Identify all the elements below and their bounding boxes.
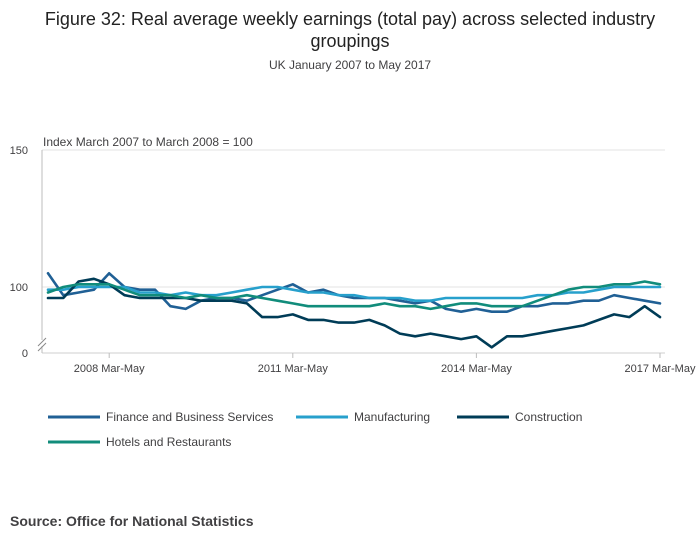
x-tick-label-2: 2014 Mar-May	[441, 363, 512, 375]
axis-break-mark-2	[37, 342, 47, 352]
chart-title: Figure 32: Real average weekly earnings …	[0, 8, 700, 52]
x-tick-label-1: 2011 Mar-May	[258, 363, 329, 375]
series-line-0	[46, 271, 662, 314]
series-line-3	[46, 280, 662, 311]
legend-label-3: Hotels and Restaurants	[106, 435, 231, 449]
x-tick-label-3: 2017 Mar-May	[625, 363, 696, 375]
legend-label-2: Construction	[515, 410, 582, 424]
y-axis-title: Index March 2007 to March 2008 = 100	[43, 135, 253, 149]
source-note: Source: Office for National Statistics	[10, 513, 254, 529]
chart-title-line-1: Figure 32: Real average weekly earnings …	[44, 9, 656, 29]
y-tick-label-0: 0	[22, 348, 28, 360]
series-line-2	[46, 277, 662, 349]
axis-break-mark-1	[37, 337, 47, 347]
x-tick-label-0: 2008 Mar-May	[74, 363, 145, 375]
chart-subtitle: UK January 2007 to May 2017	[268, 58, 432, 72]
y-tick-label-100: 100	[10, 282, 28, 294]
y-tick-label-150: 150	[10, 145, 28, 157]
legend-label-1: Manufacturing	[354, 410, 430, 424]
chart-title-line-2: groupings	[310, 31, 390, 51]
legend-label-0: Finance and Business Services	[106, 410, 273, 424]
